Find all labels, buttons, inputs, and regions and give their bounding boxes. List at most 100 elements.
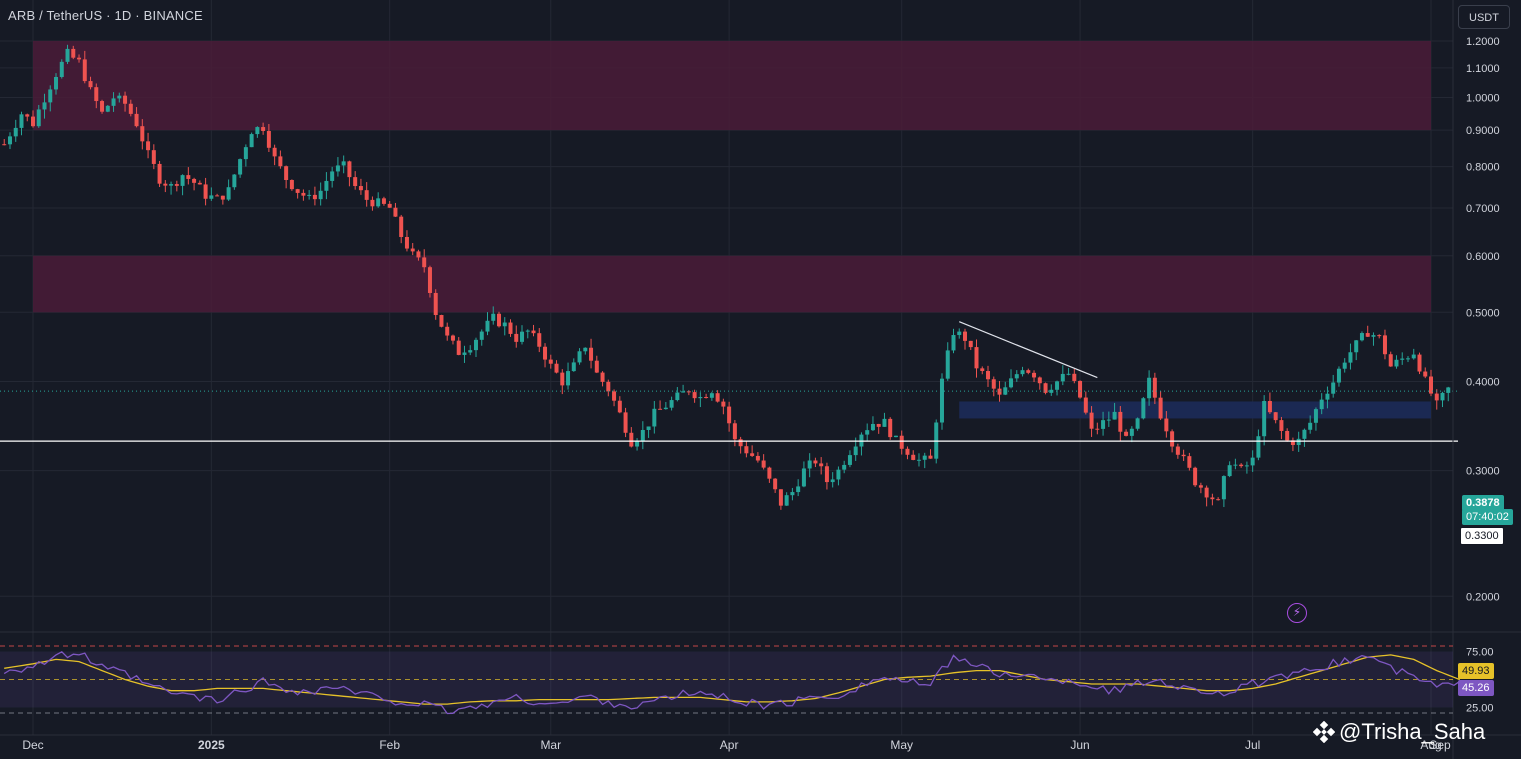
- candle-body: [968, 340, 973, 348]
- candle: [767, 466, 772, 483]
- candle: [111, 92, 116, 112]
- candle-body: [1193, 467, 1198, 486]
- candle: [916, 453, 921, 467]
- candle-body: [905, 448, 910, 455]
- candle-body: [238, 159, 243, 175]
- candle: [548, 354, 553, 369]
- candle-body: [209, 195, 214, 199]
- candle: [721, 398, 726, 415]
- candle: [801, 461, 806, 488]
- candle: [1308, 415, 1313, 434]
- candle: [554, 360, 559, 374]
- candle: [882, 412, 887, 427]
- candle-body: [473, 339, 478, 351]
- candle-body: [813, 460, 818, 464]
- candle-body: [1066, 373, 1071, 375]
- last-price-badge: 0.3878: [1462, 495, 1504, 511]
- candle-body: [830, 479, 835, 483]
- candle-body: [738, 439, 743, 447]
- candle-body: [1043, 383, 1048, 393]
- currency-button[interactable]: USDT: [1458, 5, 1510, 29]
- candle: [77, 54, 82, 63]
- candle-body: [761, 460, 766, 468]
- candle: [991, 376, 996, 397]
- candle-body: [151, 150, 156, 164]
- candle-body: [1400, 358, 1405, 360]
- candle-body: [54, 76, 59, 90]
- candle-body: [422, 257, 427, 268]
- candle: [312, 186, 317, 206]
- candle: [157, 160, 162, 188]
- candle-body: [658, 408, 663, 410]
- candle-body: [727, 406, 732, 424]
- candle-body: [686, 391, 691, 393]
- candle-body: [1233, 464, 1238, 466]
- candle: [1417, 352, 1422, 375]
- candle-body: [1354, 340, 1359, 353]
- candle-body: [1382, 335, 1387, 355]
- candle: [755, 452, 760, 463]
- candle: [1083, 391, 1088, 415]
- candle-body: [94, 87, 99, 102]
- candle: [243, 144, 248, 167]
- candle: [134, 107, 139, 128]
- rsi-tick-label: 25.00: [1466, 702, 1494, 714]
- candle: [968, 340, 973, 351]
- candle-body: [1198, 485, 1203, 488]
- candle-body: [1170, 431, 1175, 447]
- candle: [439, 314, 444, 328]
- candle-body: [1014, 374, 1019, 379]
- candle: [318, 182, 323, 206]
- candle: [1129, 426, 1134, 443]
- candle-body: [324, 180, 329, 191]
- candle: [146, 132, 151, 159]
- candle: [640, 421, 645, 450]
- rsi-tick-label: 75.00: [1466, 647, 1494, 659]
- price-axis[interactable]: 1.2000 1.1000 1.0000 0.9000 0.8000 0.7000 0.60…: [1452, 0, 1500, 759]
- lightning-icon[interactable]: ⚡: [1287, 603, 1307, 623]
- candle-body: [1285, 430, 1290, 441]
- candle: [1014, 370, 1019, 382]
- candle-body: [1319, 399, 1324, 410]
- candle-body: [986, 371, 991, 380]
- candle: [433, 289, 438, 320]
- candle-body: [42, 102, 47, 110]
- candles: [2, 44, 1451, 510]
- candle: [606, 379, 611, 397]
- time-tick-label: May: [890, 738, 913, 752]
- candle: [1423, 367, 1428, 379]
- watermark: @Trisha_Saha: [1313, 719, 1485, 745]
- candle-body: [842, 464, 847, 470]
- candle-body: [819, 463, 824, 467]
- candle: [1078, 380, 1083, 399]
- candle-body: [284, 166, 289, 180]
- candle: [1043, 382, 1048, 395]
- candle-body: [1026, 370, 1031, 373]
- candle: [445, 322, 450, 341]
- candle: [238, 158, 243, 178]
- descending-trendline: [959, 321, 1098, 379]
- candle-body: [1210, 497, 1215, 500]
- candle-body: [801, 468, 806, 487]
- candle: [1187, 452, 1192, 471]
- candle: [261, 122, 266, 135]
- candle-body: [767, 467, 772, 479]
- candle-body: [1009, 378, 1014, 388]
- candle: [335, 157, 340, 177]
- candle: [13, 119, 18, 142]
- candle: [1262, 395, 1267, 446]
- candle-body: [1417, 354, 1422, 372]
- candle: [796, 479, 801, 497]
- candle-body: [1072, 373, 1077, 381]
- candle-body: [899, 435, 904, 449]
- candle-body: [640, 429, 645, 441]
- candle: [163, 180, 168, 193]
- candle-body: [1394, 359, 1399, 367]
- candle: [410, 243, 415, 256]
- candle-body: [462, 352, 467, 355]
- candle-body: [416, 251, 421, 258]
- candle: [1198, 482, 1203, 494]
- candle: [635, 438, 640, 451]
